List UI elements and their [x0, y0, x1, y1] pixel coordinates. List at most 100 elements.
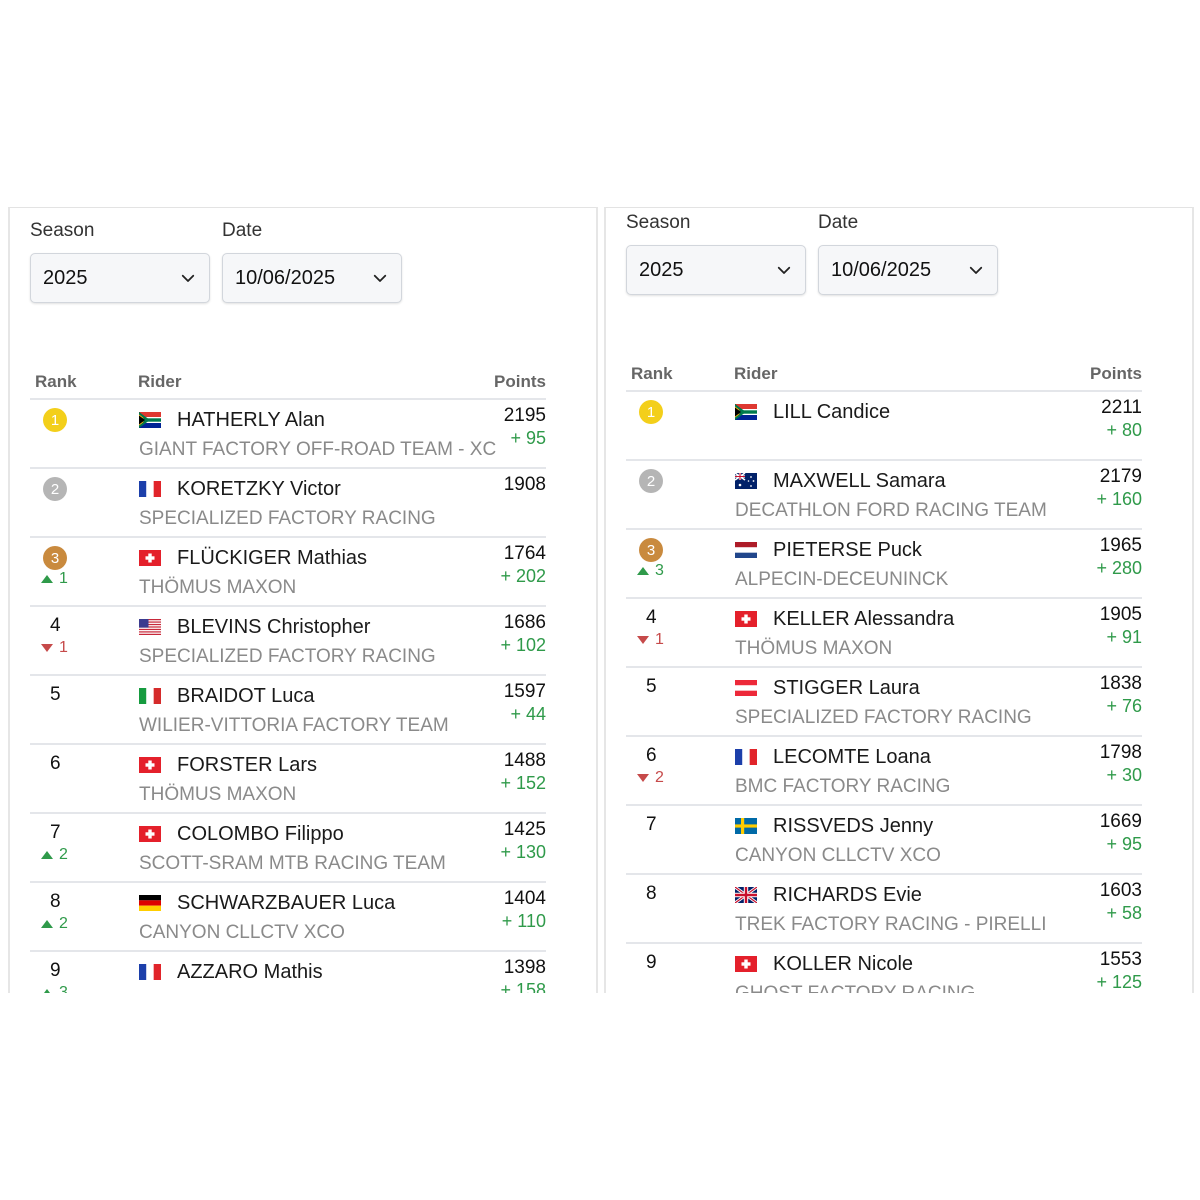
- rider-name[interactable]: RISSVEDS Jenny: [773, 815, 934, 837]
- rider-name[interactable]: RICHARDS Evie: [773, 884, 922, 906]
- date-label: Date: [818, 212, 859, 233]
- team-name: CANYON CLLCTV XCO: [735, 845, 941, 866]
- table-row[interactable]: 4 1 KELLER Alessandra THÖMUS MAXON 1905 + 91: [626, 599, 1142, 668]
- rank-change: 1: [637, 631, 664, 649]
- rider-name[interactable]: BRAIDOT Luca: [177, 685, 315, 707]
- flag-gb-icon: [735, 887, 757, 903]
- rank-number: 9: [50, 960, 61, 981]
- points-total: 1764: [503, 543, 546, 564]
- table-row[interactable]: 8 2 SCHWARZBAUER Luca CANYON CLLCTV XCO 1404…: [30, 883, 546, 952]
- rider-name[interactable]: FORSTER Lars: [177, 754, 318, 776]
- rider-name[interactable]: PIETERSE Puck: [773, 539, 922, 561]
- flag-se-icon: [735, 818, 757, 834]
- table-row[interactable]: 4 1 BLEVINS Christopher SPECIALIZED FACTORY…: [30, 607, 546, 676]
- table-row[interactable]: 6 FORSTER Lars THÖMUS MAXON 1488 + 152: [30, 745, 546, 814]
- table-row[interactable]: 7 RISSVEDS Jenny CANYON CLLCTV XCO 1669 + 95: [626, 806, 1142, 875]
- table-row[interactable]: 2 MAXWELL Samara DECATHLON FORD RACING TEA…: [626, 461, 1142, 530]
- rider-name[interactable]: STIGGER Laura: [773, 677, 920, 699]
- table-row[interactable]: 7 2 COLOMBO Filippo SCOTT-SRAM MTB RACING T…: [30, 814, 546, 883]
- points-gain: + 110: [501, 911, 546, 931]
- table-row[interactable]: 5 STIGGER Laura SPECIALIZED FACTORY RACING…: [626, 668, 1142, 737]
- season-select-value: 2025: [639, 258, 684, 281]
- points-gain: + 158: [500, 980, 546, 993]
- table-row[interactable]: 6 2 LECOMTE Loana BMC FACTORY RACING 1798 + 3…: [626, 737, 1142, 806]
- rider-name[interactable]: COLOMBO Filippo: [177, 823, 344, 845]
- rider-name[interactable]: BLEVINS Christopher: [177, 616, 371, 638]
- points-total: 1908: [503, 474, 546, 495]
- rank-change: 2: [41, 846, 68, 864]
- table-row[interactable]: 3 1 FLÜCKIGER Mathias THÖMUS MAXON 1764 + 202: [30, 538, 546, 607]
- table-row[interactable]: 9 3 AZZARO Mathis 1398 + 158: [30, 952, 546, 993]
- rank-change: 2: [41, 915, 68, 933]
- rank-change-value: 2: [655, 769, 664, 786]
- rank-medal-badge: 3: [43, 546, 67, 570]
- flag-ch-icon: [735, 611, 757, 627]
- rider-name[interactable]: FLÜCKIGER Mathias: [177, 547, 368, 569]
- column-header-points[interactable]: Points: [1090, 364, 1142, 383]
- points-total: 1597: [503, 681, 546, 702]
- date-select-value: 10/06/2025: [235, 266, 336, 289]
- ranking-panel-left: Season Date 2025 10/06/2025 Rank Rider Points 1…: [8, 207, 598, 993]
- rider-name[interactable]: LECOMTE Loana: [773, 746, 931, 768]
- rider-name[interactable]: LILL Candice: [773, 401, 891, 423]
- points-total: 1603: [1099, 880, 1142, 901]
- points-gain: + 202: [500, 566, 546, 586]
- rider-name[interactable]: KELLER Alessandra: [773, 608, 955, 630]
- points-total: 2179: [1099, 466, 1142, 487]
- season-label: Season: [626, 212, 691, 233]
- table-row[interactable]: 1 HATHERLY Alan GIANT FACTORY OFF-ROAD TEA…: [30, 400, 546, 469]
- column-header-rider[interactable]: Rider: [138, 372, 182, 391]
- arrow-down-icon: [41, 644, 53, 652]
- rank-change: 2: [637, 769, 664, 787]
- rider-name[interactable]: KOLLER Nicole: [773, 953, 914, 975]
- date-select[interactable]: 10/06/2025: [222, 253, 402, 303]
- points-gain: + 76: [1106, 696, 1142, 716]
- rider-name[interactable]: AZZARO Mathis: [177, 961, 323, 983]
- points-gain: + 102: [500, 635, 546, 655]
- table-row[interactable]: 2 KORETZKY Victor SPECIALIZED FACTORY RACI…: [30, 469, 546, 538]
- table-row[interactable]: 9 KOLLER Nicole GHOST FACTORY RACING 1553+ …: [626, 944, 1142, 993]
- ranking-panel-right: Season Date 2025 10/06/2025 Rank Rider Points 1…: [604, 207, 1194, 993]
- arrow-up-icon: [41, 575, 53, 583]
- date-select[interactable]: 10/06/2025: [818, 245, 998, 295]
- rank-change-value: 3: [655, 562, 664, 579]
- rider-name[interactable]: MAXWELL Samara: [773, 470, 946, 492]
- season-select-value: 2025: [43, 266, 88, 289]
- points-total: 1488: [503, 750, 546, 771]
- rank-change-value: 2: [59, 846, 68, 863]
- season-select[interactable]: 2025: [30, 253, 210, 303]
- points-gain: + 58: [1106, 903, 1142, 923]
- points-total: 2195: [503, 405, 546, 426]
- rank-number: 5: [646, 676, 657, 697]
- points-gain: + 125: [1096, 972, 1142, 992]
- points-total: 1425: [503, 819, 546, 840]
- points-gain: + 152: [500, 773, 546, 793]
- season-select[interactable]: 2025: [626, 245, 806, 295]
- rank-number: 7: [646, 814, 657, 835]
- points-total: 1553: [1099, 949, 1142, 970]
- flag-ch-icon: [735, 956, 757, 972]
- rider-name[interactable]: HATHERLY Alan: [177, 409, 325, 431]
- team-name: ALPECIN-DECEUNINCK: [735, 569, 949, 590]
- table-row[interactable]: 5 BRAIDOT Luca WILIER-VITTORIA FACTORY TEA…: [30, 676, 546, 745]
- flag-ch-icon: [139, 757, 161, 773]
- chevron-down-icon: [967, 261, 985, 279]
- points-gain: + 95: [510, 428, 546, 448]
- column-header-rank[interactable]: Rank: [35, 372, 77, 391]
- column-header-rider[interactable]: Rider: [734, 364, 778, 383]
- table-row[interactable]: 3 3 PIETERSE Puck ALPECIN-DECEUNINCK 1965 + 2…: [626, 530, 1142, 599]
- rank-change: 3: [637, 562, 664, 580]
- table-row[interactable]: 8 RICHARDS Evie TREK FACTORY RACING - PIRE…: [626, 875, 1142, 944]
- date-label: Date: [222, 220, 263, 241]
- rank-medal-badge: 1: [639, 400, 663, 424]
- column-header-points[interactable]: Points: [494, 372, 546, 391]
- ranking-list: 1 HATHERLY Alan GIANT FACTORY OFF-ROAD TEA…: [30, 400, 546, 993]
- points-gain: + 160: [1096, 489, 1142, 509]
- flag-za-icon: [139, 412, 161, 428]
- column-header-rank[interactable]: Rank: [631, 364, 673, 383]
- rider-name[interactable]: SCHWARZBAUER Luca: [177, 892, 396, 914]
- table-row[interactable]: 1 LILL Candice 2211 + 80: [626, 392, 1142, 461]
- rider-name[interactable]: KORETZKY Victor: [177, 478, 341, 500]
- flag-nl-icon: [735, 542, 757, 558]
- chevron-down-icon: [371, 269, 389, 287]
